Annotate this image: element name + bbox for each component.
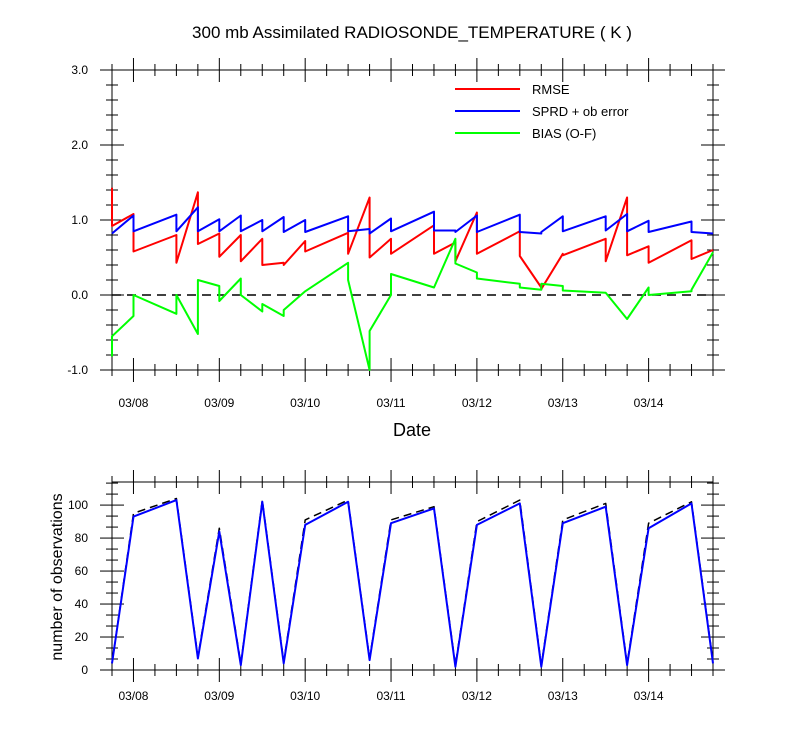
- y-tick-label: 1.0: [71, 213, 88, 227]
- y-tick-label: 80: [75, 531, 89, 545]
- series-line-rmse: [111, 187, 714, 290]
- x-axis-label: Date: [393, 420, 431, 440]
- y-tick-label: 40: [75, 597, 89, 611]
- x-tick-label: 03/08: [118, 689, 148, 703]
- x-tick-label: 03/13: [548, 396, 578, 410]
- top-plot: 03/08 03/09 03/10 03/11 03/12 03/13 03/14 -1.0 0…: [67, 58, 725, 410]
- y-tick-label: 2.0: [71, 138, 88, 152]
- legend-label-rmse: RMSE: [532, 82, 570, 97]
- y-tick-label: 0.0: [71, 288, 88, 302]
- y-tick-label: 60: [75, 564, 89, 578]
- series-line-bias-o-f: [111, 237, 714, 371]
- y-axis-label-observations: number of observations: [49, 493, 66, 660]
- x-tick-label: 03/09: [204, 396, 234, 410]
- x-tick-label: 03/08: [118, 396, 148, 410]
- chart-title: 300 mb Assimilated RADIOSONDE_TEMPERATUR…: [192, 23, 632, 42]
- x-tick-label: 03/13: [548, 689, 578, 703]
- x-tick-label: 03/10: [290, 396, 320, 410]
- plot-frame: [111, 481, 714, 671]
- y-tick-label: 100: [68, 498, 88, 512]
- legend-label-sprd-ob-error: SPRD + ob error: [532, 104, 629, 119]
- x-tick-label: 03/14: [634, 689, 664, 703]
- series-line-assimilated: [111, 499, 714, 668]
- y-tick-label: 20: [75, 630, 89, 644]
- bottom-plot: 03/08 03/09 03/10 03/11 03/12 03/13 03/14 0 20 40…: [68, 470, 725, 703]
- x-tick-label: 03/12: [462, 689, 492, 703]
- x-tick-label: 03/11: [376, 689, 405, 703]
- legend-label-bias-o-f: BIAS (O-F): [532, 126, 596, 141]
- series-line-sprd-ob-error: [111, 206, 714, 235]
- x-tick-label: 03/10: [290, 689, 320, 703]
- x-tick-label: 03/12: [462, 396, 492, 410]
- x-tick-label: 03/14: [634, 396, 664, 410]
- y-tick-label: 3.0: [71, 63, 88, 77]
- y-tick-label: 0: [81, 663, 88, 677]
- x-tick-label: 03/11: [376, 396, 405, 410]
- legend: RMSE SPRD + ob error BIAS (O-F): [455, 82, 629, 141]
- x-tick-label: 03/09: [204, 689, 234, 703]
- y-tick-label: -1.0: [67, 363, 88, 377]
